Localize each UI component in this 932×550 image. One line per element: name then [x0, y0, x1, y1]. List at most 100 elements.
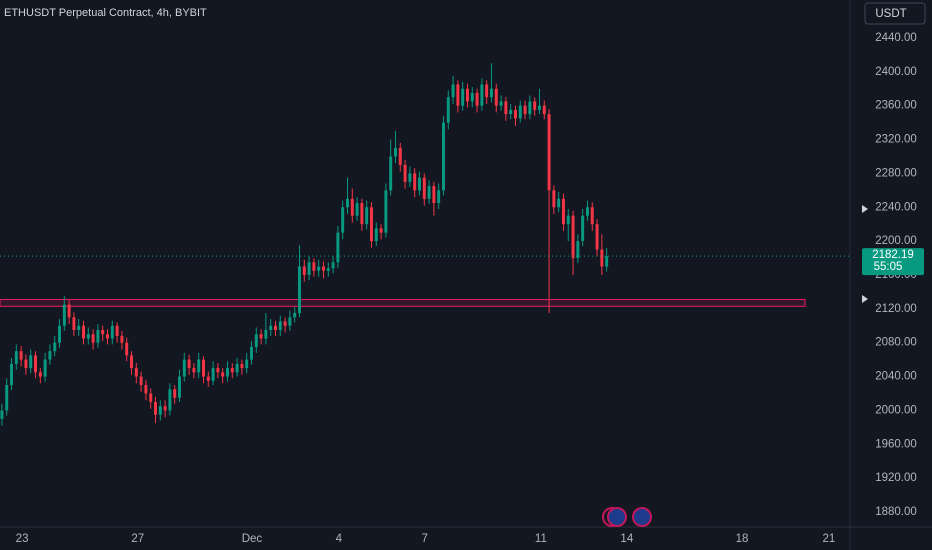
candle-body — [226, 368, 229, 377]
countdown-label: 55:05 — [874, 261, 903, 273]
candle-body — [461, 88, 465, 106]
candle-body — [470, 92, 474, 102]
event-icon[interactable] — [632, 507, 652, 527]
candle-body — [288, 317, 292, 326]
candle-body — [125, 342, 129, 356]
candle-body — [518, 105, 522, 119]
candle-body — [19, 351, 23, 360]
candle-body — [595, 224, 599, 250]
candle-body — [96, 329, 100, 343]
candle-body — [542, 105, 546, 115]
candle-body — [437, 190, 441, 204]
candle-body — [441, 122, 445, 191]
candle-body — [158, 406, 162, 415]
candle-body — [283, 321, 287, 326]
y-tick-label: 2200.00 — [875, 235, 917, 247]
candle-body — [202, 359, 205, 377]
candle-body — [446, 97, 450, 123]
candle-body — [298, 266, 301, 314]
candle-body — [264, 329, 268, 339]
candle-body — [557, 198, 561, 208]
candle-body — [0, 410, 4, 419]
y-tick-label: 2400.00 — [875, 66, 917, 78]
candle-body — [504, 101, 508, 115]
axis-marker — [862, 205, 868, 213]
candle-body — [197, 359, 201, 373]
candle-body — [345, 198, 349, 208]
candle-body — [571, 215, 575, 259]
x-tick-label: 11 — [535, 533, 547, 545]
candle-body — [350, 198, 354, 216]
candle-body — [82, 325, 85, 339]
candle-body — [417, 177, 421, 191]
candle-body — [528, 101, 532, 115]
candle-body — [48, 351, 52, 360]
x-tick-label: 18 — [736, 533, 749, 545]
candle-body — [552, 190, 556, 208]
y-tick-label: 1960.00 — [875, 438, 917, 450]
candle-body — [254, 334, 258, 347]
candle-body — [336, 232, 340, 263]
candle-body — [14, 351, 18, 364]
candle-body — [293, 313, 297, 318]
candle-body — [149, 393, 153, 402]
candle-body — [432, 186, 436, 204]
y-tick-label: 2040.00 — [875, 371, 917, 383]
last-price-tag — [862, 248, 924, 276]
candle-body — [489, 88, 493, 98]
candle-body — [341, 207, 345, 233]
candle-body — [408, 173, 412, 182]
candle-body — [182, 359, 186, 377]
candle-body — [144, 385, 148, 394]
candle-body — [101, 329, 105, 335]
last-price-label: 2182.19 — [872, 249, 914, 261]
candle-body — [106, 334, 109, 339]
candle-body — [62, 304, 66, 326]
candle-body — [173, 389, 177, 398]
candle-body — [206, 376, 210, 381]
currency-label[interactable]: USDT — [875, 8, 906, 20]
candle-body — [130, 355, 133, 369]
candle-body — [365, 207, 369, 225]
candle-body — [134, 368, 138, 377]
candle-body — [576, 241, 580, 259]
candle-body — [67, 304, 71, 318]
candle-body — [163, 406, 167, 411]
candle-body — [34, 355, 38, 373]
candle-body — [43, 359, 47, 377]
candle-body — [393, 147, 397, 157]
y-tick-label: 2120.00 — [875, 303, 917, 315]
candle-body — [230, 368, 234, 373]
candle-body — [221, 372, 225, 377]
candle-body — [561, 198, 565, 225]
y-tick-label: 2240.00 — [875, 201, 917, 213]
event-icon[interactable] — [607, 507, 627, 527]
candle-body — [509, 109, 513, 115]
candle-body — [187, 359, 191, 369]
candle-body — [139, 376, 143, 386]
candle-body — [110, 325, 114, 339]
candle-body — [566, 215, 570, 225]
candle-body — [585, 207, 589, 216]
candle-body — [355, 203, 359, 216]
candle-body — [475, 92, 479, 106]
candle-body — [115, 325, 119, 336]
candle-body — [91, 334, 95, 343]
candle-body — [58, 325, 62, 343]
candle-body — [278, 321, 282, 330]
candle-body — [178, 376, 181, 398]
candle-body — [581, 215, 585, 242]
y-tick-label: 2080.00 — [875, 337, 917, 349]
candle-body — [274, 325, 277, 330]
candle-body — [259, 334, 263, 339]
x-tick-label: Dec — [242, 533, 263, 545]
currency-button[interactable] — [864, 2, 926, 25]
candle-body — [427, 186, 431, 199]
x-tick-label: 21 — [822, 533, 835, 545]
candle-body — [77, 325, 81, 330]
candle-body — [389, 156, 393, 191]
y-tick-label: 2440.00 — [875, 32, 917, 44]
candle-body — [480, 84, 484, 106]
candle-body — [168, 389, 172, 411]
